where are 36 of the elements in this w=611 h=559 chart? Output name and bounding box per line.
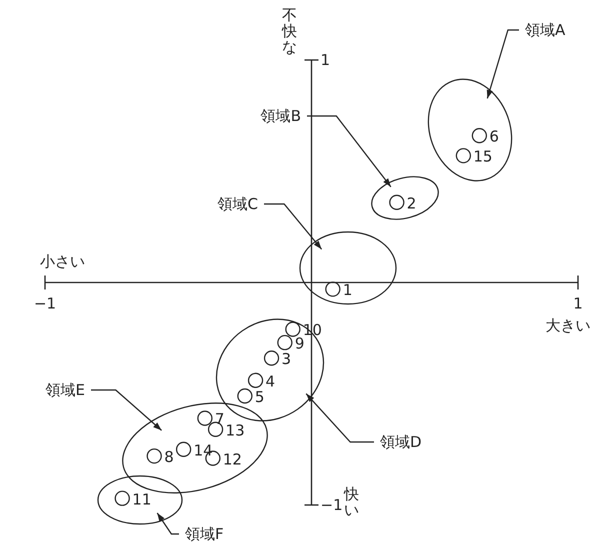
point — [456, 148, 472, 164]
annotation: 8 — [164, 448, 174, 466]
point — [264, 350, 280, 366]
text: 領域F — [185, 525, 224, 543]
annotation: 13 — [226, 421, 245, 440]
annotation: 5 — [254, 388, 264, 406]
annotation: 領域E — [46, 381, 85, 399]
point — [389, 194, 404, 210]
point — [248, 372, 264, 388]
annotation: 領域C — [218, 195, 258, 213]
annotation: 15 — [473, 148, 492, 166]
annotation: 1 — [342, 281, 352, 300]
point — [277, 334, 292, 350]
point — [146, 448, 162, 464]
annotation: 12 — [222, 450, 242, 468]
annotation: 14 — [194, 441, 213, 460]
annotation: 2 — [406, 194, 416, 212]
annotation: 領域D — [380, 433, 422, 451]
annotation: 3 — [282, 350, 292, 368]
point — [285, 322, 300, 337]
annotation: 快い — [343, 485, 359, 519]
point — [114, 490, 130, 506]
point — [197, 410, 212, 426]
annotation: 11 — [132, 490, 152, 508]
annotation: 領域B — [260, 107, 301, 125]
point — [176, 442, 192, 457]
text: 不快な — [281, 6, 297, 56]
point — [325, 282, 340, 297]
annotation: 小さい — [40, 252, 85, 270]
point — [237, 388, 252, 404]
annotation: 9 — [294, 334, 304, 353]
annotation: 6 — [489, 128, 499, 146]
annotation: 大きい — [546, 316, 590, 334]
point — [472, 128, 487, 144]
annotation: 4 — [266, 372, 276, 390]
text: 領域A — [525, 21, 566, 39]
